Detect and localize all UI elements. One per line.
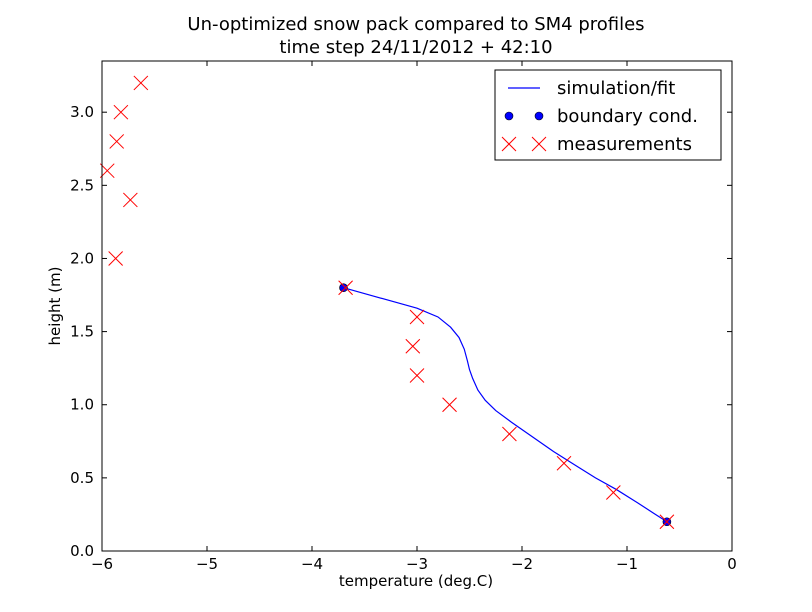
data-point xyxy=(556,455,572,471)
marker-stroke xyxy=(405,338,421,354)
y-tick-label: 0.0 xyxy=(70,542,94,560)
marker-stroke xyxy=(338,280,353,296)
legend-label: boundary cond. xyxy=(557,106,698,127)
marker-stroke xyxy=(659,514,675,530)
data-point xyxy=(409,309,425,325)
marker-stroke xyxy=(109,134,125,149)
data-point xyxy=(409,368,425,383)
y-axis-label: height (m) xyxy=(46,267,64,346)
marker-stroke xyxy=(133,75,149,91)
data-point xyxy=(502,426,517,442)
marker-stroke xyxy=(502,426,517,442)
legend-label: measurements xyxy=(557,134,692,155)
y-tick-label: 3.0 xyxy=(70,103,94,121)
legend-item-simulation-fit: simulation/fit xyxy=(508,78,675,99)
x-axis: −6 −5 −4 −3 −2 −1 0 xyxy=(91,61,737,573)
y-tick-label: 0.5 xyxy=(70,469,94,487)
legend-box xyxy=(494,69,722,161)
legend-item-boundary-cond: boundary cond. xyxy=(504,106,698,127)
plot-area xyxy=(99,75,675,530)
marker-stroke xyxy=(99,163,115,179)
y-tick-label: 2.5 xyxy=(70,176,94,194)
y-tick-label: 1.0 xyxy=(70,396,94,414)
marker-stroke xyxy=(409,309,425,325)
x-tick-label: −2 xyxy=(511,555,533,573)
data-point xyxy=(405,338,421,354)
marker-stroke xyxy=(556,455,572,471)
x-axis-label: temperature (deg.C) xyxy=(339,572,493,590)
x-tick-label: −6 xyxy=(91,555,113,573)
y-tick-label: 2.0 xyxy=(70,249,94,267)
data-point xyxy=(659,514,675,530)
series-simulation-fit xyxy=(343,287,668,523)
series-measurements xyxy=(99,75,675,530)
chart-title: Un-optimized snow pack compared to SM4 p… xyxy=(187,14,644,35)
data-point xyxy=(99,163,115,179)
legend-swatch xyxy=(534,111,544,121)
legend-swatch xyxy=(531,136,547,152)
data-point xyxy=(122,192,138,208)
y-tick-label: 1.5 xyxy=(70,323,94,341)
data-point xyxy=(338,280,353,296)
data-point xyxy=(339,283,348,293)
marker-stroke xyxy=(605,485,621,500)
x-tick-label: −4 xyxy=(301,555,323,573)
x-tick-label: 0 xyxy=(727,555,737,573)
data-point xyxy=(605,485,621,500)
x-tick-label: −5 xyxy=(196,555,218,573)
marker-stroke xyxy=(122,192,138,208)
marker-stroke xyxy=(113,104,129,120)
data-point xyxy=(109,134,125,149)
data-point xyxy=(108,251,124,266)
legend-item-measurements: measurements xyxy=(501,134,692,155)
y-axis: 0.0 0.5 1.0 1.5 2.0 2.5 3.0 xyxy=(70,103,732,560)
chart-subtitle: time step 24/11/2012 + 42:10 xyxy=(279,37,552,58)
x-tick-label: −1 xyxy=(616,555,638,573)
data-point xyxy=(113,104,129,120)
marker-stroke xyxy=(108,251,124,266)
marker-stroke xyxy=(531,136,547,152)
marker-stroke xyxy=(442,397,457,413)
series-line xyxy=(343,287,668,523)
data-point xyxy=(442,397,457,413)
legend-swatch xyxy=(504,111,514,121)
legend: simulation/fit boundary cond. measurements xyxy=(494,69,722,161)
legend-swatch xyxy=(501,136,517,152)
data-point xyxy=(133,75,149,91)
marker-stroke xyxy=(501,136,517,152)
x-tick-label: −3 xyxy=(406,555,428,573)
legend-label: simulation/fit xyxy=(557,78,675,99)
marker-stroke xyxy=(409,368,425,383)
